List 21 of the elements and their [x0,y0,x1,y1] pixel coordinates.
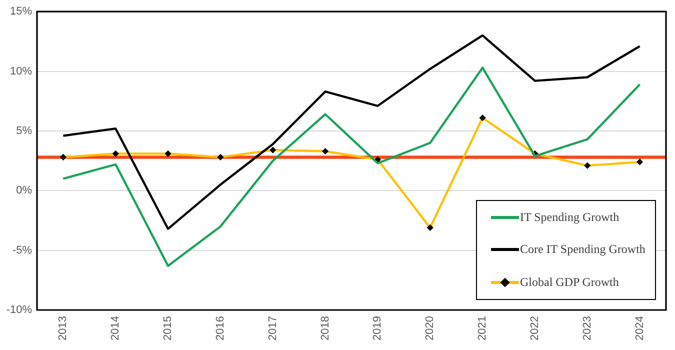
x-tick-label: 2024 [634,316,646,340]
x-tick-label: 2018 [319,316,332,340]
x-tick-label: 2014 [110,316,122,340]
x-tick-label: 2021 [476,316,489,340]
x-tick-label: 2013 [57,316,70,340]
legend-label: Core IT Spending Growth [520,242,646,258]
x-tick-label: 2016 [214,316,226,340]
x-tick-label: 2017 [266,316,279,340]
x-tick-label: 2022 [528,316,541,340]
y-tick-label: 10% [10,65,32,78]
y-tick-label: 5% [16,124,32,137]
y-tick-label: -5% [12,244,32,256]
legend-label: Global GDP Growth [520,274,619,290]
y-tick-label: 0% [16,184,32,197]
x-tick-label: 2015 [162,316,174,340]
y-tick-label: -10% [6,304,32,316]
legend-label: IT Spending Growth [520,210,620,225]
x-tick-label: 2023 [581,316,594,340]
x-tick-label: 2019 [372,316,384,340]
x-tick-label: 2020 [424,316,436,340]
y-tick-label: 15% [10,6,32,18]
